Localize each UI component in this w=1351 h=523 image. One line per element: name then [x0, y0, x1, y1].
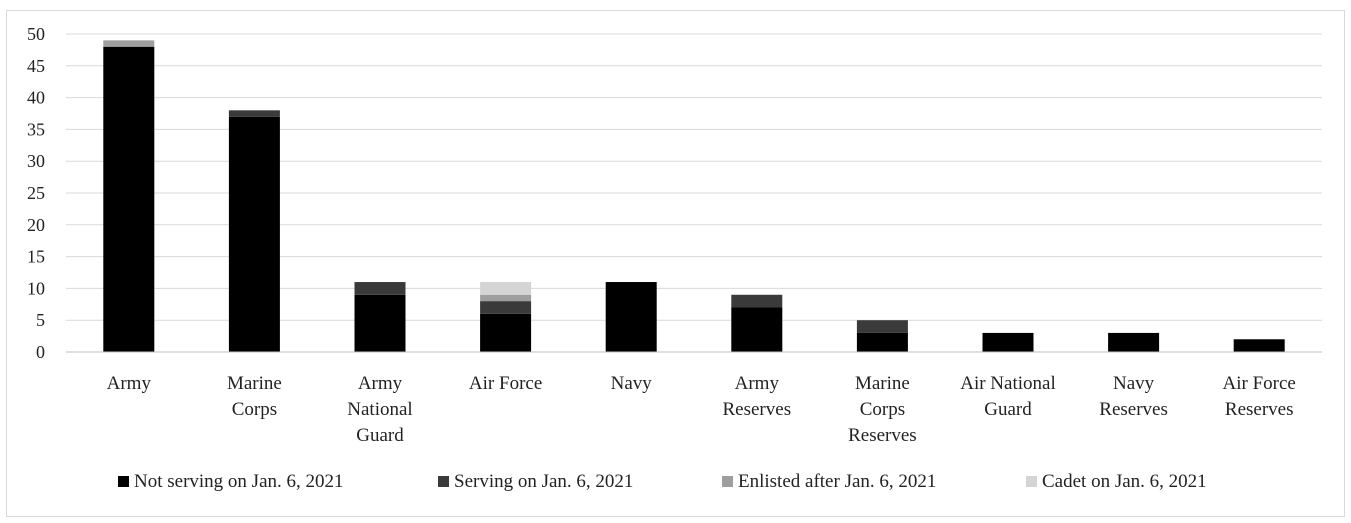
chart-frame: [6, 10, 1345, 517]
bar-segment-1: [1108, 332, 1160, 352]
legend-label: Cadet on Jan. 6, 2021: [1042, 471, 1207, 492]
legend: Not serving on Jan. 6, 2021 Serving on Ja…: [118, 471, 1207, 492]
bar-segment-1: [1233, 339, 1285, 352]
bar-segment-1: [354, 294, 406, 352]
x-tick-label: Army National Guard: [347, 373, 412, 446]
x-tick-label: Marine Corps: [227, 373, 282, 420]
bar-segment-1: [480, 313, 532, 352]
bar-segment-2: [480, 301, 532, 314]
y-tick-label: 15: [27, 247, 45, 267]
bar-segment-1: [982, 332, 1034, 352]
y-tick-label: 45: [27, 56, 45, 76]
y-tick-label: 40: [27, 88, 45, 108]
bars: [103, 40, 1285, 353]
x-tick-label: Air Force: [469, 373, 542, 394]
bar-segment-4: [480, 282, 532, 295]
legend-swatch: [1026, 476, 1037, 487]
legend-swatch: [438, 476, 449, 487]
legend-label: Serving on Jan. 6, 2021: [454, 471, 633, 492]
x-tick-label: Air National Guard: [960, 373, 1056, 420]
x-tick-label: Army: [107, 373, 152, 394]
legend-swatch: [118, 476, 129, 487]
bar-segment-1: [103, 46, 155, 352]
bar-segment-1: [731, 307, 783, 352]
y-axis-ticks: 0 5 10 15 20 25 30 35 40 45 50: [27, 24, 45, 362]
y-tick-label: 35: [27, 119, 45, 139]
legend-label: Enlisted after Jan. 6, 2021: [738, 471, 936, 492]
y-tick-label: 10: [27, 278, 45, 298]
y-tick-label: 25: [27, 183, 45, 203]
bar-segment-2: [731, 294, 783, 308]
y-tick-label: 0: [36, 342, 45, 362]
x-tick-label: Army Reserves: [723, 373, 792, 420]
x-tick-label: Navy: [611, 373, 653, 394]
x-tick-label: Marine Corps Reserves: [848, 373, 917, 446]
y-tick-label: 20: [27, 215, 45, 235]
y-tick-label: 5: [36, 310, 45, 330]
bar-segment-2: [354, 282, 406, 295]
legend-swatch: [722, 476, 733, 487]
y-tick-label: 30: [27, 151, 45, 171]
x-axis-ticks: Army Marine Corps Army National Guard Air Forc…: [107, 373, 1296, 446]
bar-segment-3: [480, 294, 532, 302]
bar-segment-3: [103, 40, 155, 47]
bar-segment-2: [228, 110, 280, 117]
x-tick-label: Air Force Reserves: [1223, 373, 1296, 420]
y-tick-label: 50: [27, 24, 45, 44]
bar-segment-1: [605, 282, 657, 352]
x-tick-label: Navy Reserves: [1099, 373, 1168, 420]
bar-segment-1: [228, 116, 280, 353]
bar-segment-2: [856, 320, 908, 333]
bar-segment-1: [856, 332, 908, 352]
legend-label: Not serving on Jan. 6, 2021: [134, 471, 344, 492]
